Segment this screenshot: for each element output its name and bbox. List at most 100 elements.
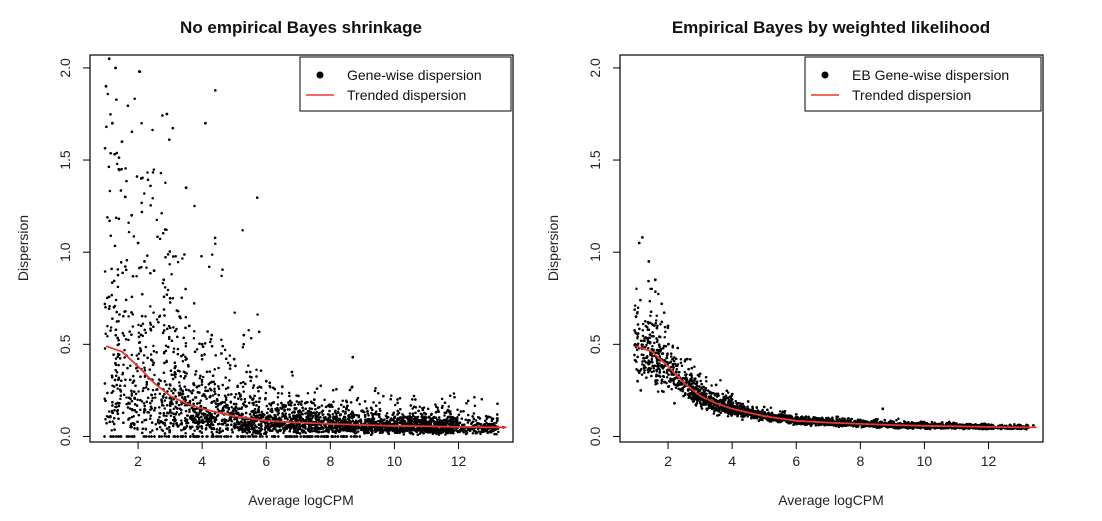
data-point xyxy=(242,423,245,427)
data-point xyxy=(153,373,156,377)
data-point xyxy=(471,432,475,435)
data-point xyxy=(142,435,146,438)
data-point xyxy=(296,429,299,432)
data-point xyxy=(114,362,117,365)
data-point xyxy=(185,357,188,360)
data-point xyxy=(175,411,179,414)
data-point xyxy=(496,417,499,420)
data-point xyxy=(402,415,406,418)
data-point xyxy=(257,330,261,333)
data-point xyxy=(214,435,218,438)
data-point xyxy=(169,369,173,372)
data-point xyxy=(399,408,402,411)
data-point xyxy=(411,407,414,410)
data-point xyxy=(147,435,151,438)
data-point xyxy=(347,414,351,417)
data-point xyxy=(144,386,148,389)
data-point xyxy=(148,368,152,371)
data-point xyxy=(133,396,136,400)
data-point xyxy=(208,370,212,373)
data-point xyxy=(327,417,330,421)
data-point xyxy=(184,374,187,378)
data-point xyxy=(321,409,325,413)
data-point xyxy=(216,407,220,411)
data-point xyxy=(113,409,116,412)
data-point xyxy=(195,425,199,428)
data-point xyxy=(190,391,194,395)
data-point xyxy=(160,435,163,438)
data-point xyxy=(233,395,237,399)
data-point xyxy=(483,423,486,426)
data-point xyxy=(236,411,240,415)
data-point xyxy=(485,417,489,420)
data-point xyxy=(163,432,167,435)
data-point xyxy=(184,326,187,330)
data-point xyxy=(194,396,198,399)
data-point xyxy=(213,368,216,371)
data-point xyxy=(284,414,287,418)
data-point xyxy=(268,381,272,384)
data-point xyxy=(140,210,144,214)
data-point xyxy=(200,358,204,361)
data-point xyxy=(181,392,185,396)
data-point xyxy=(183,416,187,420)
data-point xyxy=(230,393,233,396)
data-point xyxy=(220,409,223,413)
data-point xyxy=(493,432,496,436)
data-point xyxy=(110,293,114,297)
data-point xyxy=(103,146,107,150)
data-point xyxy=(182,376,186,380)
data-point xyxy=(234,392,238,396)
data-point xyxy=(151,171,155,174)
data-point xyxy=(181,360,185,363)
data-point xyxy=(137,390,140,393)
data-point xyxy=(114,216,118,219)
data-point xyxy=(374,410,378,413)
data-point xyxy=(173,361,177,365)
data-point xyxy=(117,217,121,220)
data-point xyxy=(220,338,223,342)
data-point xyxy=(221,344,224,348)
data-point xyxy=(432,427,435,430)
data-point xyxy=(304,425,307,428)
data-point xyxy=(175,309,179,312)
data-point xyxy=(223,418,226,421)
data-point xyxy=(112,385,116,388)
data-point xyxy=(149,323,153,326)
data-point xyxy=(257,389,260,393)
data-point xyxy=(318,406,321,409)
data-point xyxy=(119,394,123,397)
data-point xyxy=(341,419,345,422)
data-point xyxy=(267,407,270,411)
data-point xyxy=(298,401,301,404)
data-point xyxy=(277,422,281,426)
data-point xyxy=(173,435,177,438)
data-point xyxy=(345,425,349,428)
data-point xyxy=(268,415,271,418)
data-point xyxy=(462,430,465,434)
data-point xyxy=(154,423,158,426)
data-point xyxy=(275,408,278,411)
data-point xyxy=(173,419,177,423)
data-point xyxy=(212,380,215,384)
data-point xyxy=(141,292,144,296)
data-point xyxy=(411,412,415,416)
data-point xyxy=(151,396,154,400)
data-point xyxy=(258,426,261,430)
data-point xyxy=(313,429,317,433)
data-point xyxy=(187,388,191,392)
data-point xyxy=(135,274,138,278)
data-point xyxy=(161,282,165,285)
data-point xyxy=(259,369,263,372)
data-point xyxy=(239,420,243,423)
data-point xyxy=(255,425,258,429)
data-point xyxy=(136,426,139,430)
data-point xyxy=(146,411,149,414)
data-point xyxy=(244,435,247,438)
data-point xyxy=(172,407,176,411)
data-point xyxy=(264,424,268,427)
data-point xyxy=(123,356,126,359)
data-point xyxy=(137,413,141,417)
data-point xyxy=(434,411,438,414)
data-point xyxy=(213,390,216,393)
